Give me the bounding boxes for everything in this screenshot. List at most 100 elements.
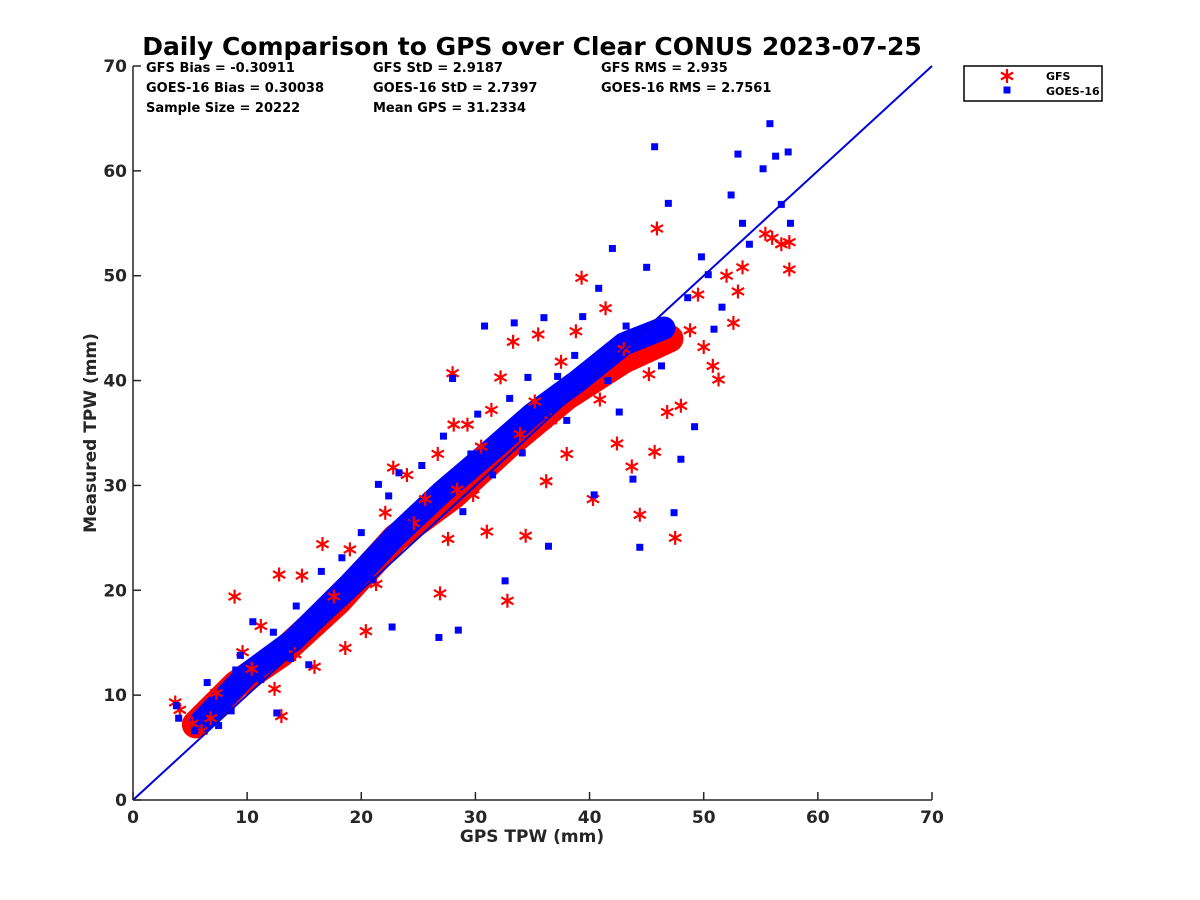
y-tick-label: 60 — [103, 162, 127, 182]
goes-point — [727, 191, 735, 199]
legend-gfs-marker — [1000, 69, 1014, 83]
goes-point — [203, 679, 211, 687]
goes-point — [579, 313, 587, 321]
x-ticks: 0 10 20 30 40 50 60 70 — [127, 792, 944, 828]
stat-sample-size: Sample Size = 20222 — [146, 101, 300, 116]
goes-point — [287, 654, 295, 662]
goes-point — [691, 423, 699, 431]
goes-point — [554, 372, 562, 380]
goes-point — [636, 543, 644, 551]
goes-point — [677, 455, 685, 463]
goes-point — [759, 165, 767, 173]
gfs-point — [431, 446, 445, 461]
gfs-point — [782, 262, 796, 277]
x-tick-label: 40 — [578, 808, 602, 828]
goes-point — [317, 567, 325, 575]
point-clouds — [181, 316, 684, 739]
goes-point — [338, 554, 346, 562]
gfs-point — [359, 624, 373, 639]
goes-point — [435, 633, 443, 641]
goes-density-cloud — [189, 316, 676, 734]
goes-point — [563, 416, 571, 424]
goes-point — [467, 450, 475, 458]
goes-point — [405, 520, 413, 528]
gfs-point — [500, 593, 515, 608]
goes-point — [449, 374, 457, 382]
gfs-point — [295, 568, 309, 583]
goes-point — [718, 303, 726, 311]
goes-point — [784, 148, 792, 156]
legend-box — [963, 65, 1103, 102]
goes-point — [269, 628, 277, 636]
goes-point — [454, 626, 462, 634]
gfs-point — [245, 661, 259, 676]
gfs-point — [343, 542, 357, 557]
goes-point — [786, 219, 794, 227]
goes-point — [439, 432, 447, 440]
stats-block: GFS Bias = -0.30911 GFS StD = 2.9187 GFS… — [146, 61, 771, 116]
goes-point — [734, 150, 742, 158]
gfs-point — [531, 327, 545, 342]
goes-point — [533, 408, 541, 416]
gfs-point — [539, 474, 553, 489]
x-tick-label: 50 — [692, 808, 716, 828]
goes-point — [430, 491, 438, 499]
goes-point — [524, 373, 532, 381]
gfs-point — [327, 589, 341, 604]
goes-point — [395, 469, 403, 477]
gfs-point — [460, 417, 475, 432]
goes-point — [595, 284, 603, 292]
gfs-point — [209, 686, 223, 701]
gfs-point — [731, 284, 745, 299]
stat-gfs-bias: GFS Bias = -0.30911 — [146, 61, 295, 76]
gfs-point — [554, 354, 568, 369]
gfs-point — [378, 505, 392, 520]
goes-point — [766, 120, 774, 128]
gfs-point — [560, 446, 574, 461]
stat-mean-gps: Mean GPS = 31.2334 — [373, 101, 526, 116]
goes-point — [506, 394, 514, 402]
goes-point — [172, 702, 180, 710]
x-tick-label: 0 — [127, 808, 139, 828]
goes-point — [608, 244, 616, 252]
gfs-point — [691, 287, 705, 302]
goes-point — [474, 410, 482, 418]
legend-goes-symbol — [1003, 86, 1011, 94]
gfs-point — [574, 270, 589, 285]
goes-point — [571, 351, 579, 359]
goes-point — [604, 377, 612, 385]
gfs-point — [433, 586, 447, 601]
goes-point — [704, 271, 712, 279]
goes-point — [357, 529, 365, 537]
chart-title: Daily Comparison to GPS over Clear CONUS… — [142, 32, 922, 61]
gfs-point — [711, 372, 726, 387]
gfs-point — [726, 315, 741, 330]
goes-point — [615, 408, 623, 416]
gfs-point — [267, 681, 282, 696]
x-tick-label: 70 — [920, 808, 944, 828]
gfs-point — [338, 640, 352, 655]
goes-point — [684, 294, 692, 302]
goes-point — [643, 263, 651, 271]
goes-point — [273, 709, 281, 717]
gfs-point — [493, 370, 508, 385]
gfs-point — [774, 237, 788, 252]
gfs-point — [484, 402, 499, 417]
goes-point — [330, 603, 338, 611]
one-to-one-line — [132, 65, 933, 801]
goes-point — [629, 475, 637, 483]
goes-point — [215, 722, 223, 730]
gfs-point — [660, 405, 674, 420]
gfs-point — [441, 531, 455, 546]
goes-point — [374, 480, 382, 488]
gfs-point — [447, 417, 461, 432]
gfs-point — [254, 618, 268, 633]
x-axis-label: GPS TPW (mm) — [460, 827, 604, 847]
gfs-series — [168, 221, 796, 738]
goes-point — [175, 714, 183, 722]
gfs-point — [315, 537, 330, 552]
goes-point — [544, 542, 552, 550]
goes-point — [540, 314, 548, 322]
goes-point — [292, 602, 300, 610]
